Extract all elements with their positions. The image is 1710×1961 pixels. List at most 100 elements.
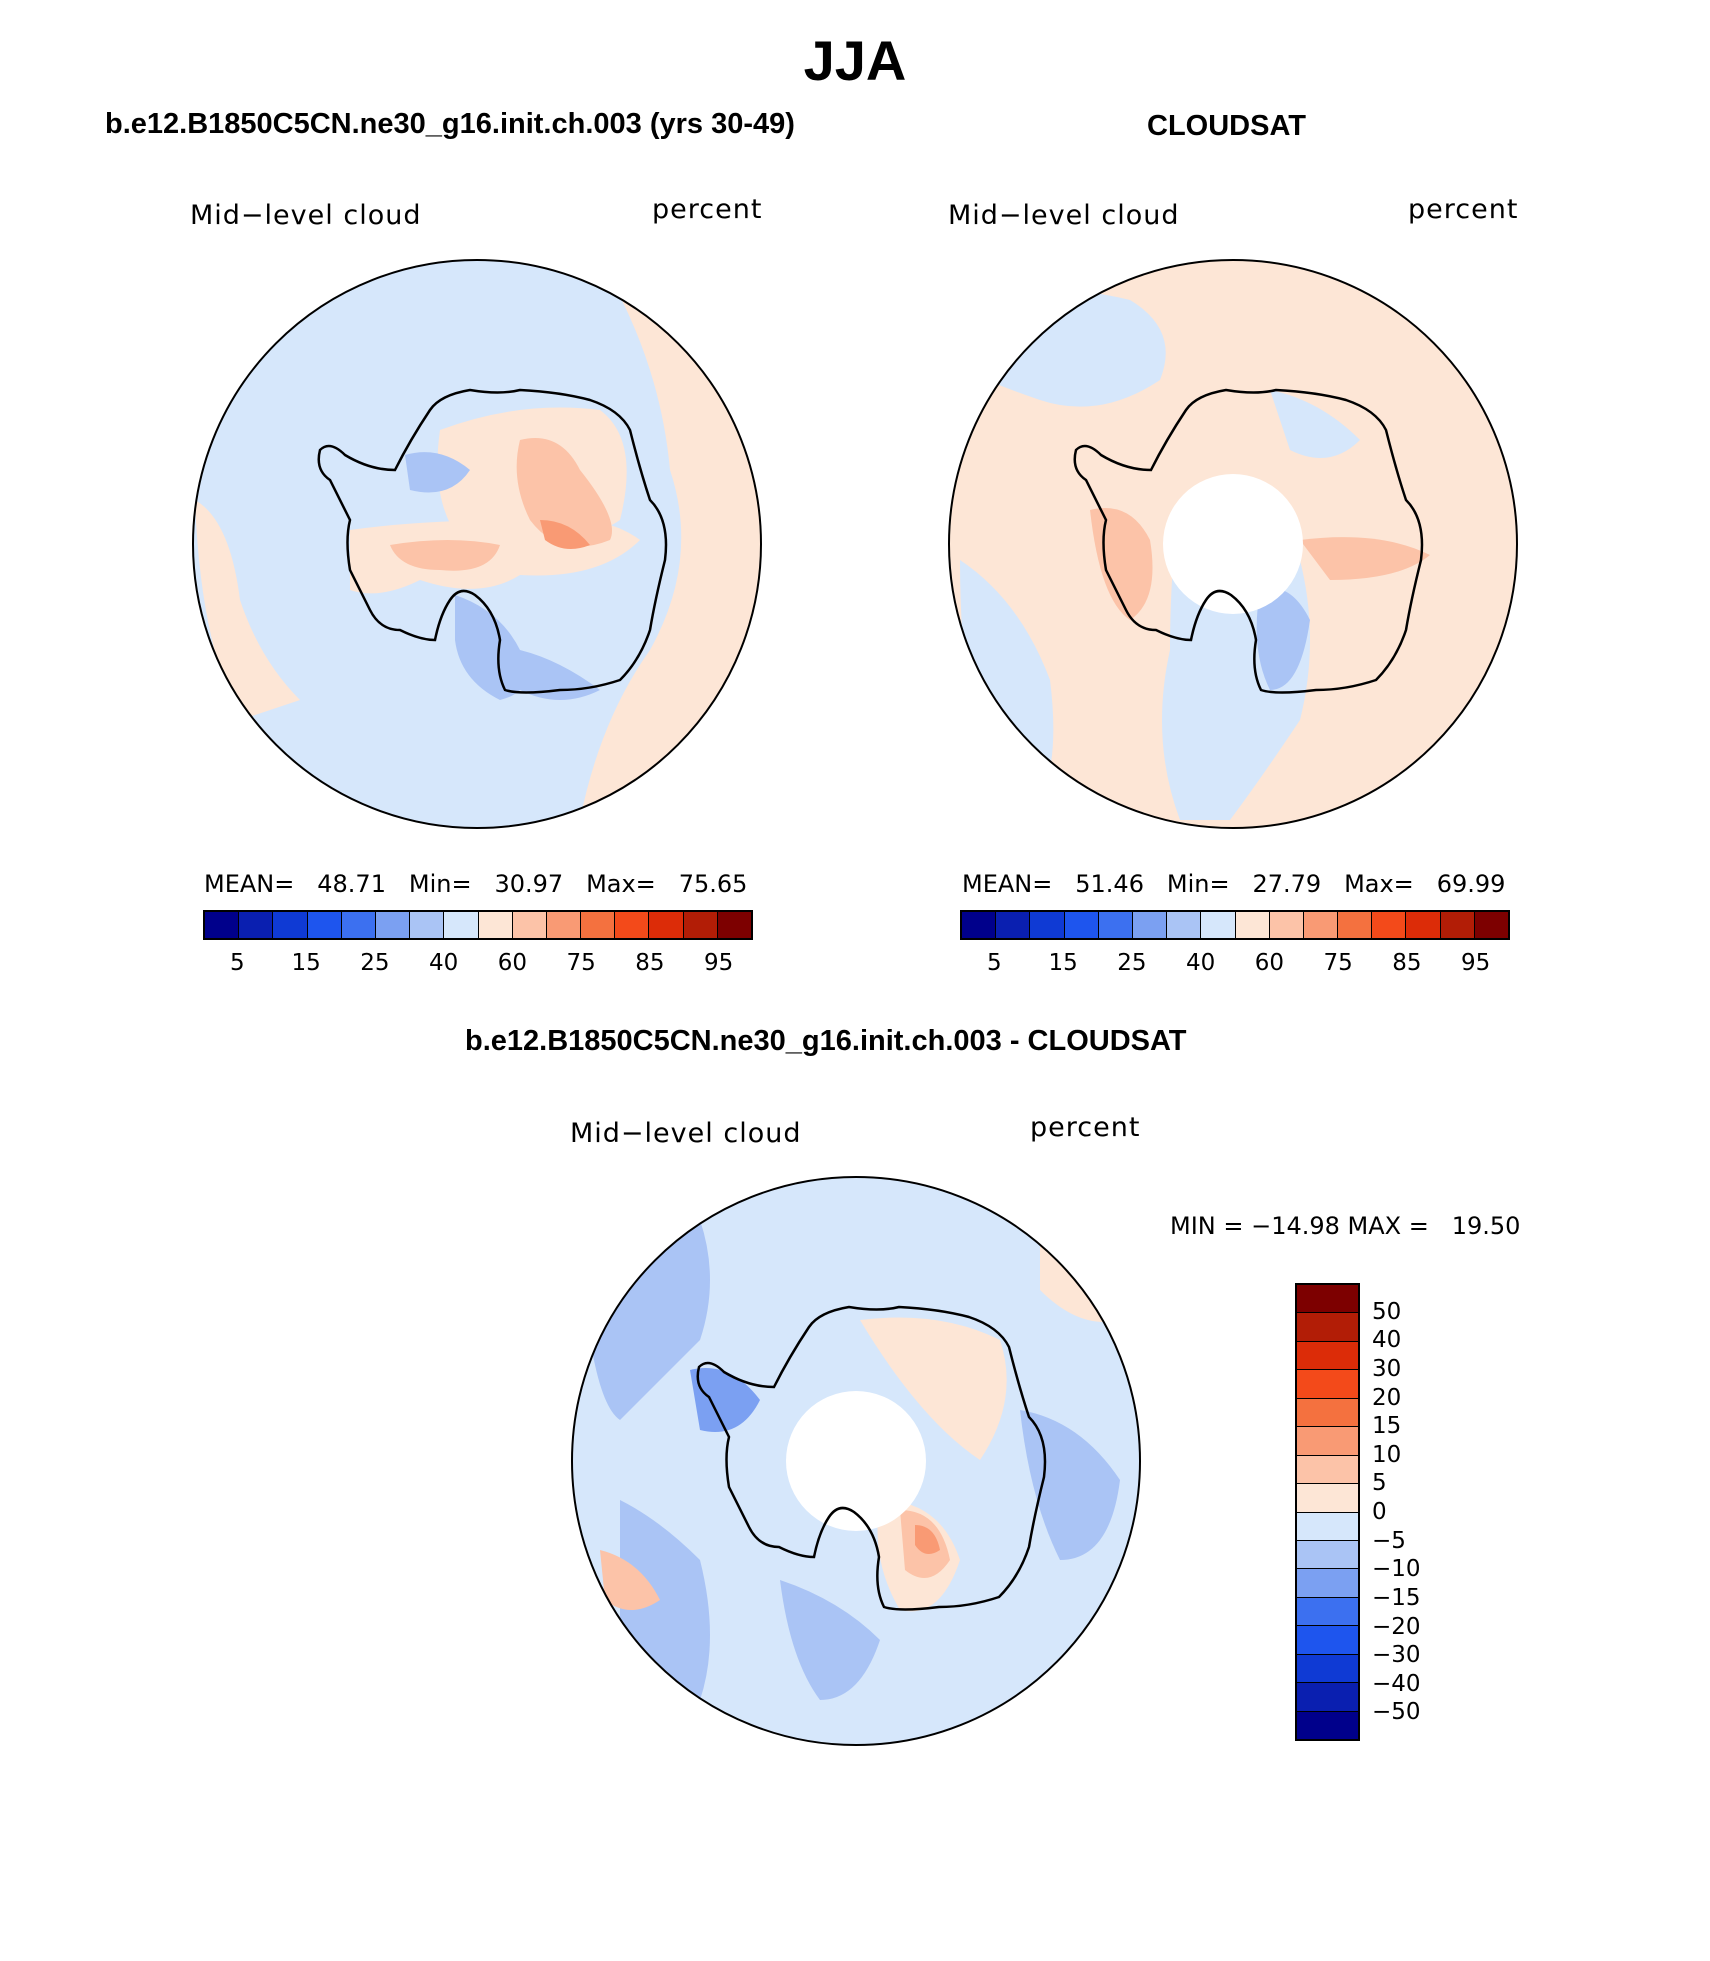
diff-colorbar-tick-label: 0: [1372, 1499, 1387, 1525]
diff-colorbar-swatch: [1297, 1683, 1358, 1712]
diff-colorbar-tick-label: 5: [1372, 1470, 1387, 1497]
model-colorbar-tick-label: 5: [230, 950, 245, 976]
model-colorbar-swatch: [512, 912, 547, 938]
diff-colorbar-tick-label: 10: [1372, 1441, 1402, 1468]
diff-colorbar-swatch: [1297, 1398, 1358, 1428]
model-colorbar-tick-label: 40: [428, 950, 459, 976]
model-colorbar-swatch: [444, 912, 479, 938]
model-map-field: [193, 260, 761, 828]
diff-colorbar-swatch: [1297, 1512, 1358, 1541]
model-colorbar-tick-label: 60: [497, 950, 528, 976]
diff-colorbar: [1295, 1283, 1360, 1741]
diff-colorbar-swatch: [1297, 1370, 1358, 1399]
model-colorbar-tick-label: 75: [566, 950, 596, 976]
model-colorbar-swatch: [410, 912, 445, 938]
model-colorbar: [203, 910, 753, 940]
obs-field-blue-north: [950, 290, 1166, 407]
obs-max-value: 69.99: [1436, 870, 1506, 898]
diff-field-salmon-1: [600, 1550, 660, 1610]
model-min-value: 30.97: [494, 870, 564, 898]
obs-field-blue-deep: [1256, 588, 1310, 690]
model-colorbar-swatch: [307, 912, 342, 938]
model-field-salmon-2: [390, 540, 500, 571]
diff-colorbar-swatch: [1297, 1341, 1358, 1371]
diff-colorbar-tick-label: −20: [1372, 1613, 1421, 1640]
model-colorbar-swatch: [375, 912, 411, 938]
model-colorbar-ticks: 5 15 25 40 60 75 85 95: [203, 950, 753, 980]
obs-colorbar-swatch: [1064, 912, 1099, 938]
model-colorbar-swatch: [239, 912, 274, 938]
diff-colorbar-swatch: [1297, 1597, 1358, 1627]
model-max-label: Max=: [586, 870, 656, 898]
obs-colorbar-swatch: [1235, 912, 1270, 938]
obs-field-salmon-2: [1300, 537, 1430, 580]
diff-minmax: MIN = −14.98 MAX = 19.50: [1170, 1212, 1521, 1240]
obs-map-field: [949, 260, 1517, 828]
diff-colorbar-tick-label: 40: [1372, 1327, 1402, 1354]
diff-coastline: [696, 1305, 1047, 1611]
model-field-blue-3: [520, 650, 600, 700]
model-panel-title: b.e12.B1850C5CN.ne30_g16.init.ch.003 (yr…: [105, 108, 795, 140]
obs-colorbar-swatch: [1406, 912, 1441, 938]
diff-field-peach-1: [860, 1317, 1007, 1460]
obs-colorbar-swatch: [1030, 912, 1065, 938]
obs-max-label: Max=: [1344, 870, 1414, 898]
diff-colorbar-swatch: [1297, 1455, 1358, 1485]
obs-colorbar-tick-label: 5: [987, 950, 1002, 976]
model-mean-value: 48.71: [317, 870, 386, 898]
obs-colorbar-swatch: [1474, 912, 1508, 938]
obs-colorbar-swatch: [1440, 912, 1475, 938]
diff-colorbar-swatch: [1297, 1285, 1358, 1314]
diff-colorbar-swatch: [1297, 1540, 1358, 1570]
model-units-label: percent: [652, 194, 763, 225]
model-colorbar-swatch: [341, 912, 376, 938]
obs-panel-title: CLOUDSAT: [1147, 110, 1306, 142]
model-colorbar-swatch: [581, 912, 616, 938]
obs-colorbar-ticks: 5 15 25 40 60 75 85 95: [960, 950, 1510, 980]
obs-colorbar-swatch: [1338, 912, 1373, 938]
diff-map-field: [572, 1177, 1140, 1745]
obs-colorbar-tick-label: 75: [1323, 950, 1353, 976]
diff-field-orange-1: [915, 1525, 940, 1554]
obs-min-value: 27.79: [1252, 870, 1322, 898]
model-stats: MEAN= 48.71 Min= 30.97 Max= 75.65: [204, 870, 747, 898]
diff-field-blue-south: [780, 1580, 880, 1700]
obs-colorbar: [960, 910, 1510, 940]
obs-mean-value: 51.46: [1075, 870, 1144, 898]
diff-colorbar-tick-label: −15: [1372, 1584, 1421, 1611]
model-colorbar-swatch: [717, 912, 751, 938]
diff-colorbar-tick-label: −30: [1372, 1642, 1421, 1669]
diff-colorbar-tick-label: −50: [1372, 1699, 1421, 1726]
diff-colorbar-swatch: [1297, 1711, 1358, 1739]
model-colorbar-tick-label: 15: [291, 950, 321, 976]
model-colorbar-swatch: [615, 912, 650, 938]
diff-colorbar-swatch: [1297, 1484, 1358, 1513]
model-colorbar-swatch: [649, 912, 684, 938]
obs-colorbar-tick-label: 40: [1185, 950, 1216, 976]
diff-colorbar-swatch: [1297, 1313, 1358, 1342]
obs-field-salmon-1: [1090, 508, 1153, 620]
model-colorbar-swatch: [273, 912, 308, 938]
model-colorbar-tick-label: 85: [635, 950, 665, 976]
model-colorbar-swatch: [205, 912, 240, 938]
obs-field-missing-pole: [1163, 474, 1303, 614]
model-field-blue-2: [405, 452, 470, 493]
model-min-label: Min=: [408, 870, 472, 898]
model-colorbar-swatch: [478, 912, 513, 938]
diff-colorbar-swatch: [1297, 1427, 1358, 1456]
obs-colorbar-tick-label: 25: [1117, 950, 1147, 976]
obs-colorbar-swatch: [962, 912, 997, 938]
diff-panel-title: b.e12.B1850C5CN.ne30_g16.init.ch.003 - C…: [465, 1025, 1187, 1057]
obs-colorbar-tick-label: 85: [1392, 950, 1422, 976]
obs-colorbar-swatch: [1132, 912, 1168, 938]
obs-colorbar-swatch: [1098, 912, 1133, 938]
diff-field-midblue-1: [690, 1368, 760, 1432]
diff-colorbar-tick-label: 30: [1372, 1355, 1402, 1382]
obs-colorbar-tick-label: 60: [1254, 950, 1285, 976]
diff-colorbar-tick-label: −40: [1372, 1670, 1421, 1697]
model-field-blue-1: [455, 595, 527, 700]
diff-colorbar-swatch: [1297, 1569, 1358, 1598]
obs-colorbar-tick-label: 15: [1048, 950, 1078, 976]
diff-colorbar-swatch: [1297, 1626, 1358, 1655]
model-mean-label: MEAN=: [204, 870, 295, 898]
